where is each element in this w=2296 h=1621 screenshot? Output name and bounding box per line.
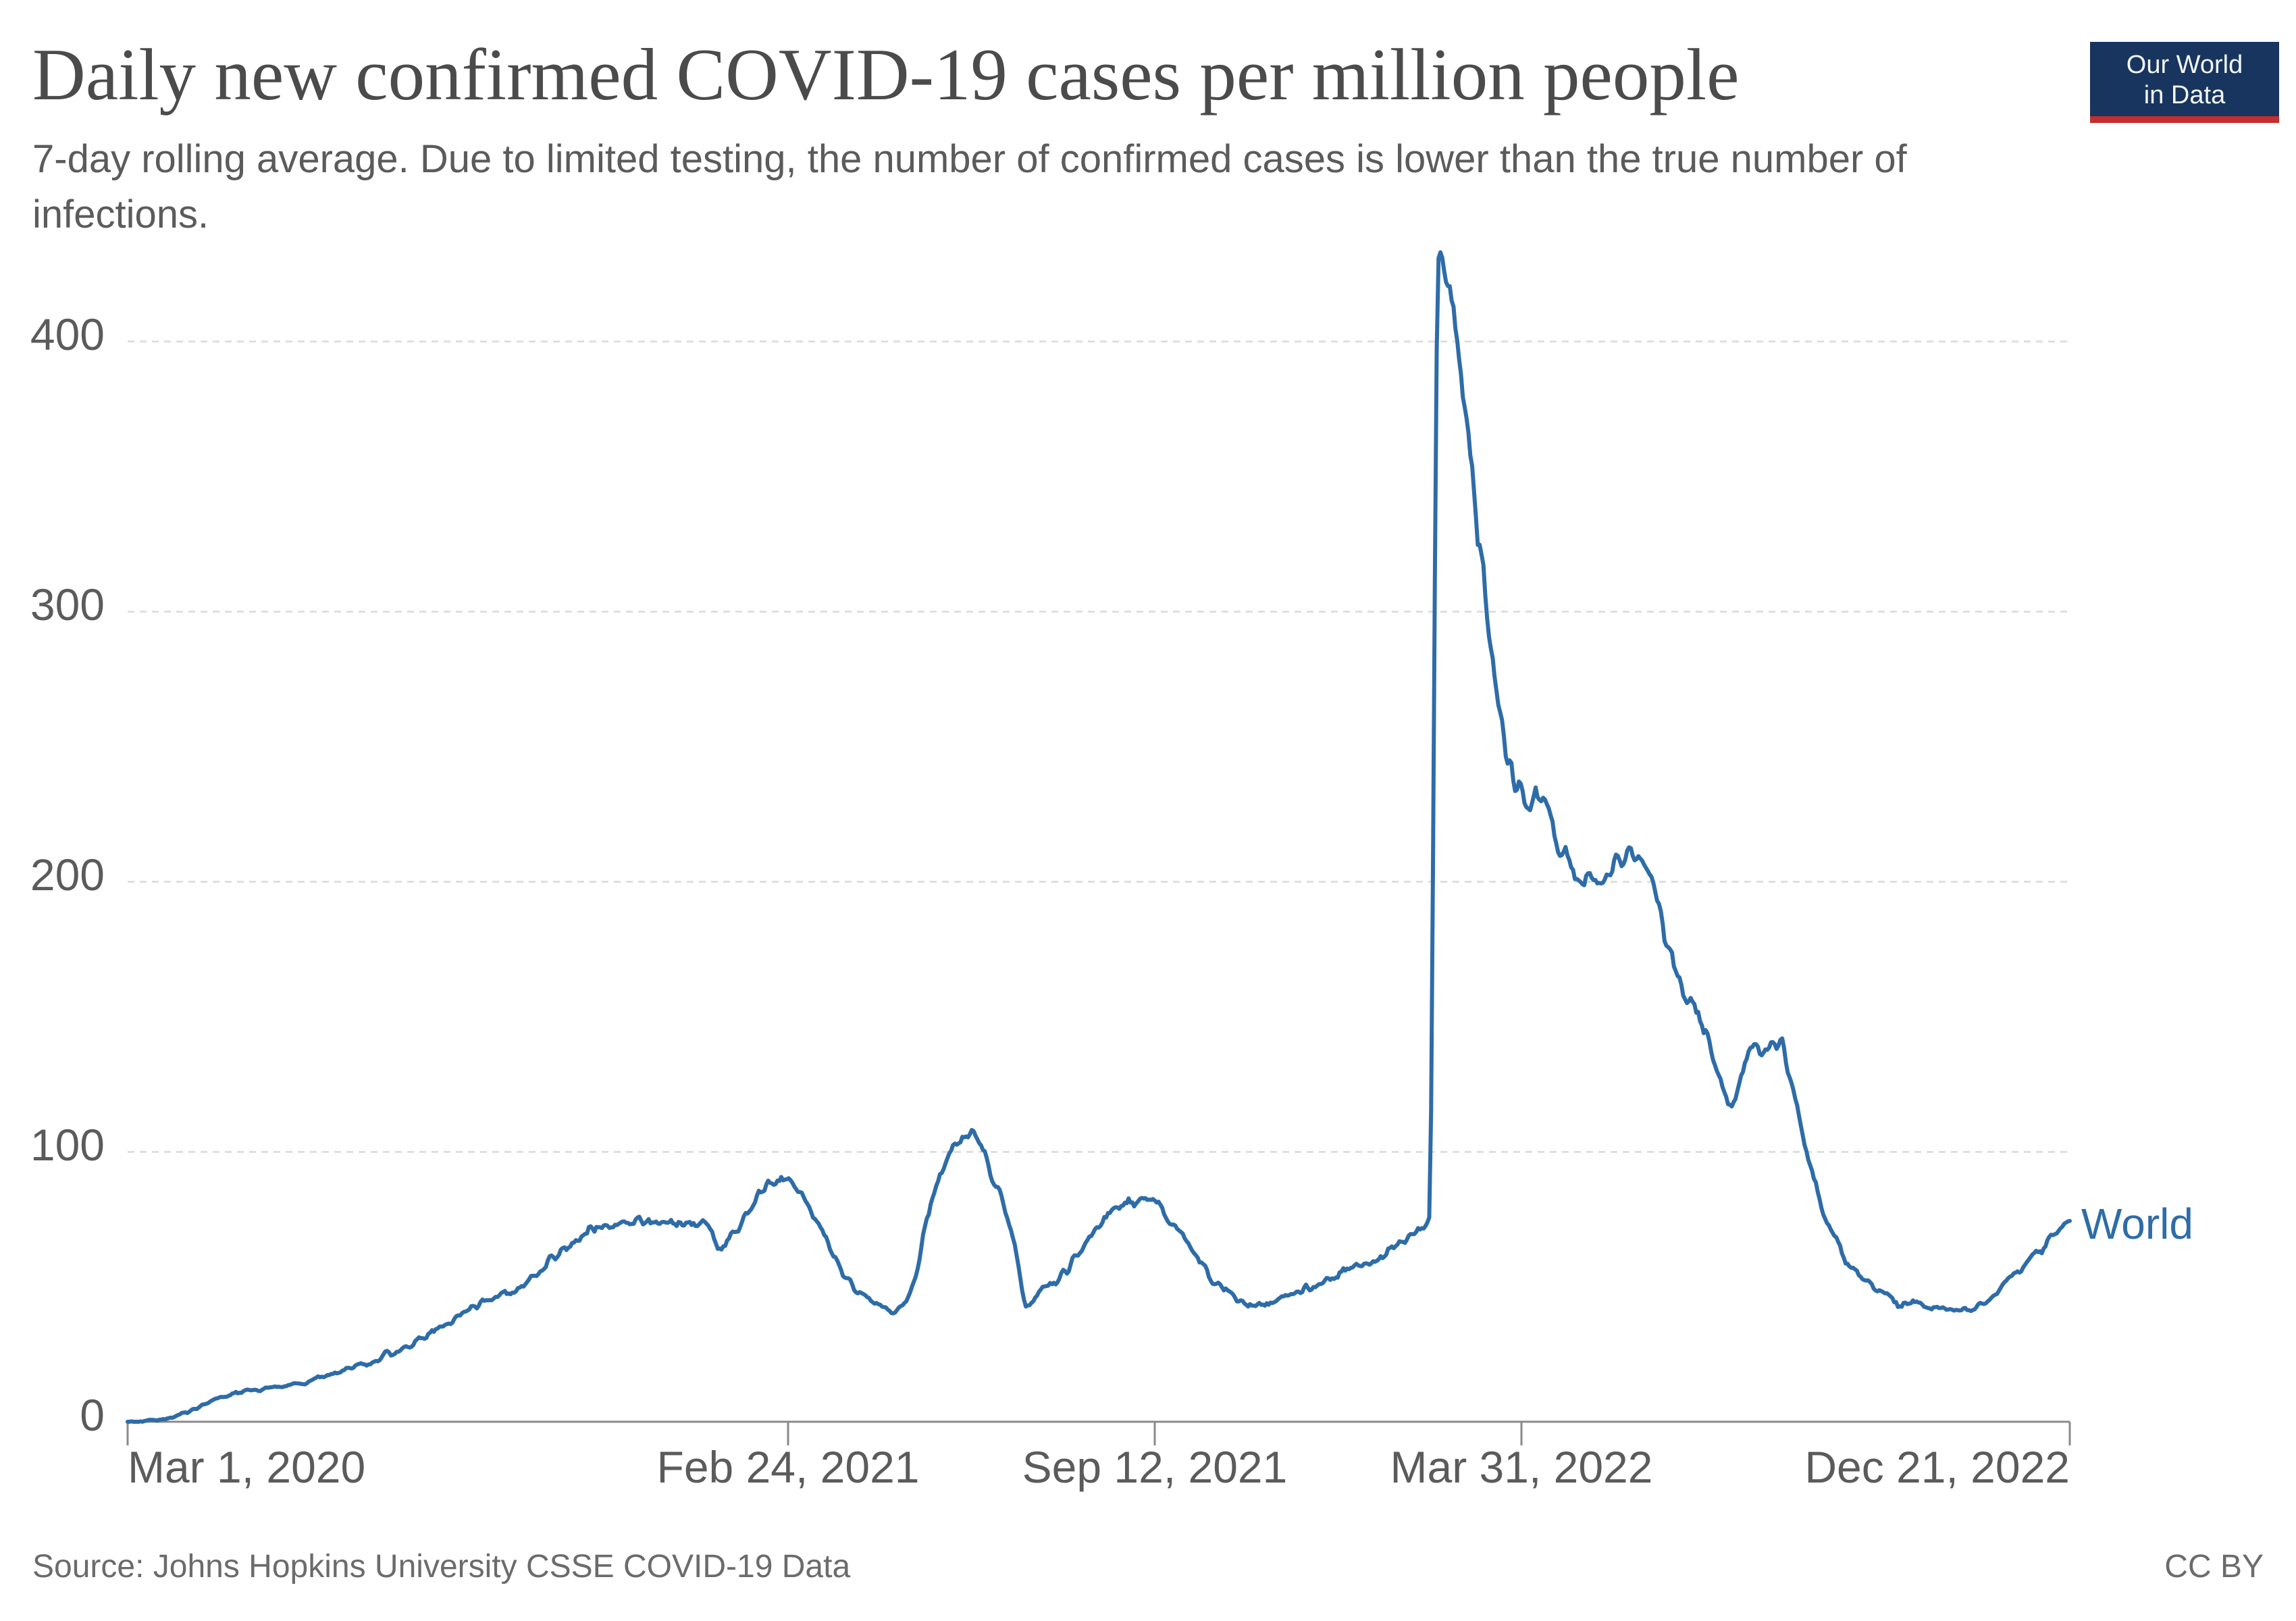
- svg-text:Mar 31, 2022: Mar 31, 2022: [1390, 1442, 1653, 1492]
- svg-text:Sep 12, 2021: Sep 12, 2021: [1022, 1442, 1288, 1492]
- svg-text:100: 100: [30, 1120, 105, 1170]
- svg-text:300: 300: [30, 580, 105, 629]
- svg-text:Feb 24, 2021: Feb 24, 2021: [657, 1442, 920, 1492]
- svg-text:200: 200: [30, 850, 105, 900]
- svg-text:Dec 21, 2022: Dec 21, 2022: [1804, 1442, 2070, 1492]
- svg-text:0: 0: [80, 1390, 105, 1440]
- svg-text:Mar 1, 2020: Mar 1, 2020: [128, 1442, 365, 1492]
- svg-text:400: 400: [30, 309, 105, 359]
- svg-text:World: World: [2081, 1200, 2193, 1248]
